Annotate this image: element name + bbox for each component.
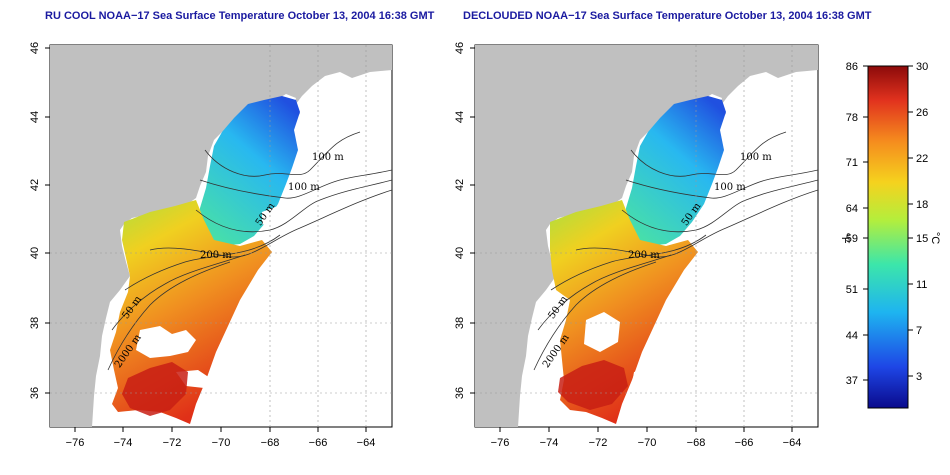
left-x-tick-label: −72	[163, 437, 182, 449]
left-x-tick-label: −76	[66, 437, 85, 449]
left-x-tick-label: −70	[212, 437, 231, 449]
right-y-tick-label: 40	[454, 247, 466, 259]
colorbar-fahrenheit-ticks: 86 78 71 64 59 51 44 37	[846, 61, 868, 387]
left-y-tick-label: 42	[29, 179, 41, 191]
right-cool-water	[624, 96, 726, 246]
left-y-tick-label: 40	[29, 247, 41, 259]
right-x-axis: −76 −74 −72 −70 −68 −66 −64	[491, 427, 802, 449]
right-y-tick-label: 44	[454, 111, 466, 123]
cb-f-tick: 37	[846, 375, 858, 387]
left-contour-label-2: 100 m	[288, 182, 320, 193]
right-y-tick-label: 36	[454, 387, 466, 399]
left-cloud-gap	[136, 206, 286, 388]
cb-f-tick: 44	[846, 330, 858, 342]
colorbar-gradient	[867, 65, 909, 409]
right-cloud-gap	[584, 312, 658, 390]
left-y-tick-label: 44	[29, 111, 41, 123]
cb-f-tick: 71	[846, 157, 858, 169]
right-x-tick-label: −66	[735, 437, 754, 449]
left-x-tick-label: −66	[309, 437, 328, 449]
right-x-tick-label: −74	[540, 437, 559, 449]
right-x-tick-label: −70	[638, 437, 657, 449]
left-sst-map: 100 m 100 m 50 m 200 m 50 m 2000 m −76 −…	[29, 42, 393, 449]
left-contours	[107, 131, 392, 371]
right-land	[475, 45, 818, 427]
right-x-tick-label: −68	[687, 437, 706, 449]
cb-c-tick: 3	[916, 371, 922, 383]
left-hot-patch	[122, 362, 188, 416]
left-contour-label-4: 200 m	[200, 250, 232, 261]
right-hot-patch	[558, 360, 628, 410]
left-x-tick-label: −64	[357, 437, 376, 449]
cb-f-tick: 78	[846, 112, 858, 124]
cb-c-tick: 30	[916, 61, 928, 73]
left-y-axis: 46 44 42 40 38 36	[29, 42, 50, 399]
left-x-tick-label: −74	[114, 437, 133, 449]
left-contour-label-1: 100 m	[312, 152, 344, 163]
right-map-title: DECLOUDED NOAA−17 Sea Surface Temperatur…	[463, 10, 872, 22]
left-x-tick-label: −68	[261, 437, 280, 449]
cb-c-tick: 18	[916, 199, 928, 211]
left-x-axis: −76 −74 −72 −70 −68 −66 −64	[66, 427, 376, 449]
right-y-axis: 46 44 42 40 38 36	[454, 42, 475, 399]
left-y-tick-label: 46	[29, 42, 41, 54]
cb-c-tick: 15	[916, 233, 928, 245]
colorbar-celsius-ticks: 30 26 22 18 15 11 7 3	[908, 61, 928, 383]
right-sst-map: 100 m 100 m 50 m 200 m 50 m 2000 m −76 −…	[454, 42, 819, 449]
right-grid	[475, 45, 818, 427]
cb-c-tick: 7	[916, 325, 922, 337]
right-y-tick-label: 38	[454, 317, 466, 329]
left-land	[50, 45, 392, 427]
right-contour-label-2: 100 m	[714, 182, 746, 193]
right-y-tick-label: 46	[454, 42, 466, 54]
colorbar-celsius-unit: °C	[929, 232, 941, 244]
right-x-tick-label: −72	[589, 437, 608, 449]
cb-c-tick: 26	[916, 107, 928, 119]
left-grid	[50, 45, 392, 427]
cb-f-tick: 86	[846, 61, 858, 73]
right-x-tick-label: −76	[491, 437, 510, 449]
right-contour-label-1: 100 m	[740, 152, 772, 163]
right-contour-label-4: 200 m	[628, 250, 660, 261]
left-y-tick-label: 38	[29, 317, 41, 329]
cb-f-tick: 59	[846, 233, 858, 245]
cb-f-tick: 51	[846, 284, 858, 296]
cb-f-tick: 64	[846, 203, 858, 215]
temperature-colorbar: 86 78 71 64 59 51 44 37 30 26 22 18 15 1…	[839, 61, 941, 409]
cb-c-tick: 22	[916, 153, 928, 165]
cb-c-tick: 11	[916, 279, 927, 291]
left-map-title: RU COOL NOAA−17 Sea Surface Temperature …	[45, 10, 435, 22]
right-contours	[533, 131, 818, 371]
left-y-tick-label: 36	[29, 387, 41, 399]
colorbar-fahrenheit-unit: °F	[839, 232, 851, 243]
right-x-tick-label: −64	[783, 437, 802, 449]
right-y-tick-label: 42	[454, 179, 466, 191]
